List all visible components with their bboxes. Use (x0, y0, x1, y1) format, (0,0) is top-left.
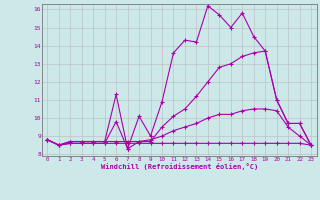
X-axis label: Windchill (Refroidissement éolien,°C): Windchill (Refroidissement éolien,°C) (100, 163, 258, 170)
